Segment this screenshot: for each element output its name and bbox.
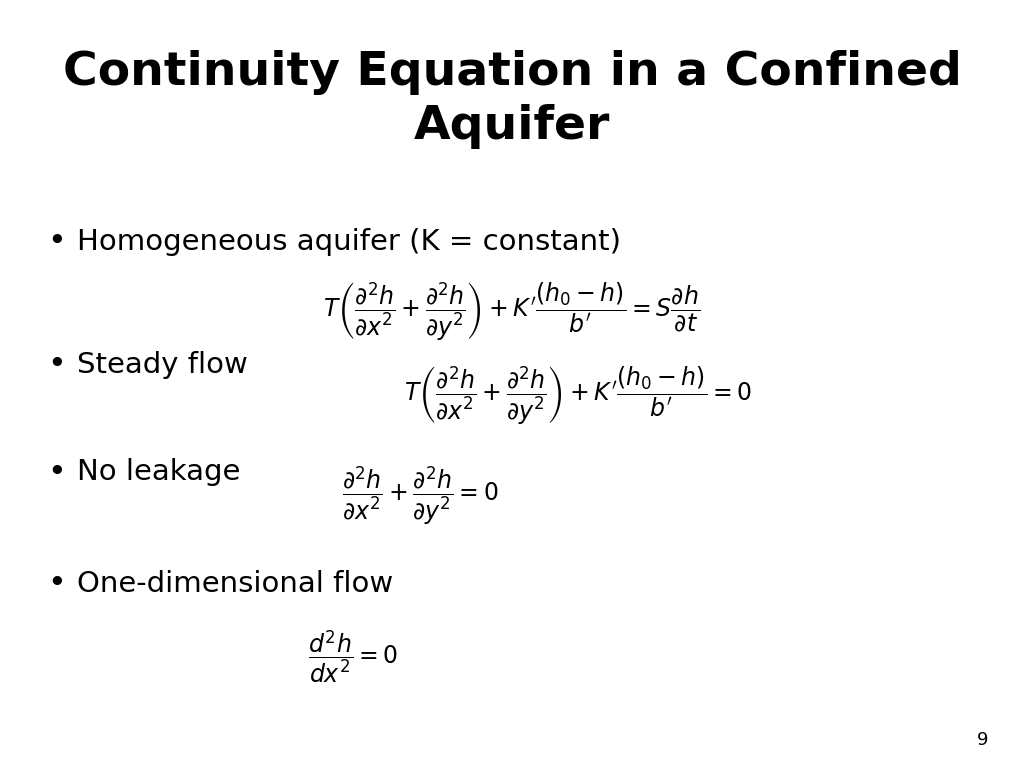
Text: Continuity Equation in a Confined: Continuity Equation in a Confined	[62, 50, 962, 95]
Text: •: •	[47, 568, 66, 599]
Text: $T\left(\dfrac{\partial^2 h}{\partial x^2} + \dfrac{\partial^2 h}{\partial y^2}\: $T\left(\dfrac{\partial^2 h}{\partial x^…	[404, 364, 753, 427]
Text: 9: 9	[977, 731, 988, 749]
Text: •: •	[47, 457, 66, 488]
Text: No leakage: No leakage	[77, 458, 241, 486]
Text: •: •	[47, 349, 66, 380]
Text: Aquifer: Aquifer	[414, 104, 610, 149]
Text: •: •	[47, 227, 66, 257]
Text: $T\left(\dfrac{\partial^2 h}{\partial x^2} + \dfrac{\partial^2 h}{\partial y^2}\: $T\left(\dfrac{\partial^2 h}{\partial x^…	[324, 280, 700, 343]
Text: $\dfrac{d^2 h}{dx^2} = 0$: $\dfrac{d^2 h}{dx^2} = 0$	[308, 628, 398, 685]
Text: Steady flow: Steady flow	[77, 351, 248, 379]
Text: $\dfrac{\partial^2 h}{\partial x^2} + \dfrac{\partial^2 h}{\partial y^2} = 0$: $\dfrac{\partial^2 h}{\partial x^2} + \d…	[342, 464, 498, 527]
Text: One-dimensional flow: One-dimensional flow	[77, 570, 393, 598]
Text: Homogeneous aquifer (K = constant): Homogeneous aquifer (K = constant)	[77, 228, 621, 256]
